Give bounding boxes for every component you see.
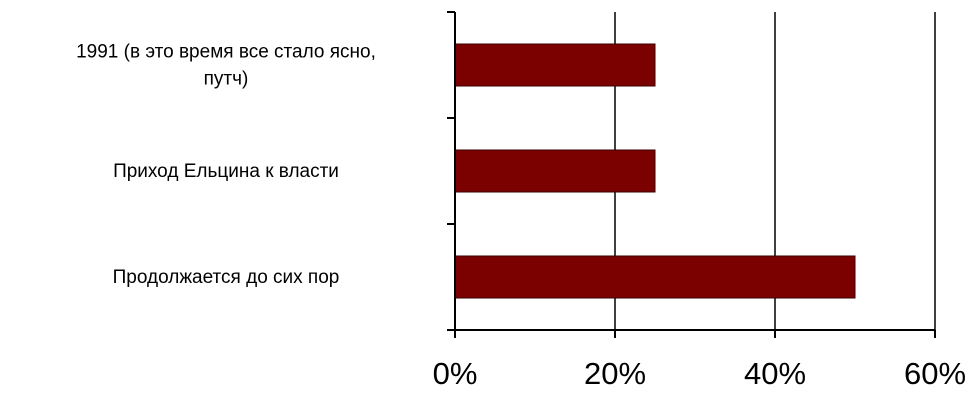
bar-1 [454, 149, 656, 193]
x-tick-label-2: 40% [744, 356, 806, 391]
axes [447, 11, 936, 338]
labels: 0% 20% 40% 60% 1991 (в это время все стало я… [76, 42, 966, 392]
x-tick-label-0: 0% [433, 356, 478, 391]
category-label-2: Продолжается до сих пор [113, 267, 340, 288]
category-label-2-line-0: Продолжается до сих пор [113, 267, 340, 288]
category-label-0: 1991 (в это время все стало ясно, путч) [76, 42, 376, 90]
category-label-1-line-0: Приход Ельцина к власти [113, 161, 339, 182]
x-tick-label-1: 20% [584, 356, 646, 391]
category-label-0-line-0: 1991 (в это время все стало ясно, [76, 42, 376, 63]
category-label-1: Приход Ельцина к власти [113, 161, 339, 182]
bar-2 [454, 255, 856, 299]
bars [454, 43, 856, 299]
x-tick-label-3: 60% [904, 356, 966, 391]
category-label-0-line-1: путч) [204, 69, 249, 90]
bar-0 [454, 43, 656, 87]
